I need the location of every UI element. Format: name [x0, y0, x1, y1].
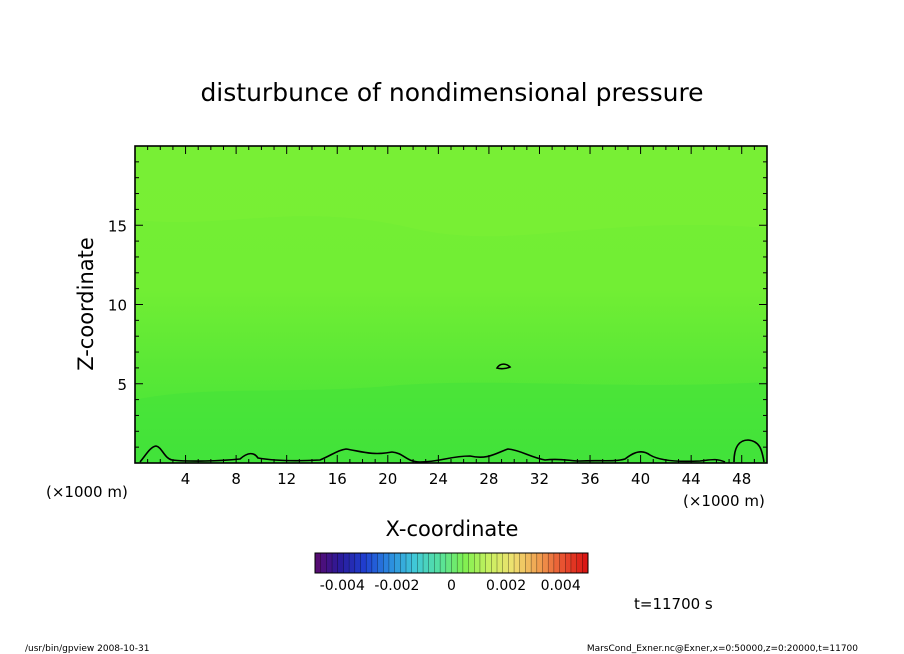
- colorbar-tick-label: -0.002: [374, 578, 419, 594]
- colorbar-cell: [320, 553, 327, 573]
- colorbar-cell: [423, 553, 430, 573]
- x-tick-label: 48: [732, 470, 751, 488]
- colorbar-cell: [360, 553, 367, 573]
- colorbar-cell: [542, 553, 549, 573]
- colorbar-cell: [394, 553, 401, 573]
- chart-title: disturbunce of nondimensional pressure: [200, 78, 703, 107]
- colorbar-cell: [457, 553, 464, 573]
- colorbar-cell: [400, 553, 407, 573]
- y-axis-ticks: 5 10 15: [108, 161, 767, 448]
- colorbar-cell: [525, 553, 532, 573]
- colorbar-cell: [548, 553, 555, 573]
- x-axis-label: X-coordinate: [386, 517, 519, 541]
- x-unit-right: (×1000 m): [683, 492, 765, 510]
- footer-right: MarsCond_Exner.nc@Exner,x=0:50000,z=0:20…: [587, 644, 858, 654]
- colorbar-cell: [508, 553, 515, 573]
- colorbar-cell: [536, 553, 543, 573]
- colorbar-cell: [519, 553, 526, 573]
- time-label: t=11700 s: [634, 595, 713, 613]
- colorbar-tick-label: 0.004: [541, 578, 581, 594]
- colorbar-cell: [337, 553, 344, 573]
- colorbar-tick-label: 0.002: [486, 578, 526, 594]
- contour-lines: [139, 363, 765, 463]
- x-tick-label: 28: [479, 470, 498, 488]
- colorbar-cell: [514, 553, 521, 573]
- colorbar-cell: [417, 553, 424, 573]
- colorbar-cell: [354, 553, 361, 573]
- heatmap-band-upper: [135, 146, 767, 237]
- colorbar-cell: [491, 553, 498, 573]
- x-tick-label: 20: [378, 470, 397, 488]
- colorbar-cell: [440, 553, 447, 573]
- heatmap-band-lower: [135, 382, 767, 463]
- y-axis-label: Z-coordinate: [74, 237, 98, 371]
- x-tick-label: 44: [682, 470, 701, 488]
- colorbar-cell: [479, 553, 486, 573]
- colorbar-cell: [332, 553, 339, 573]
- colorbar-cell: [570, 553, 577, 573]
- contour-small-loop: [495, 363, 512, 370]
- colorbar: [314, 553, 589, 573]
- y-tick-label: 10: [108, 297, 127, 315]
- contour-line-bottom: [139, 439, 765, 463]
- colorbar-tick-labels: -0.004 -0.002 0 0.002 0.004: [320, 578, 581, 594]
- x-tick-label: 40: [631, 470, 650, 488]
- x-tick-label: 8: [231, 470, 241, 488]
- colorbar-cell: [462, 553, 469, 573]
- colorbar-cell: [445, 553, 452, 573]
- x-tick-label: 12: [277, 470, 296, 488]
- x-tick-label: 24: [429, 470, 448, 488]
- colorbar-cell: [428, 553, 435, 573]
- y-tick-label: 15: [108, 217, 127, 235]
- colorbar-cell: [565, 553, 572, 573]
- colorbar-cell: [383, 553, 390, 573]
- colorbar-cell: [485, 553, 492, 573]
- colorbar-cell: [502, 553, 509, 573]
- colorbar-frame: [314, 552, 589, 574]
- colorbar-cell: [451, 553, 458, 573]
- y-tick-label: 5: [117, 376, 127, 394]
- x-tick-label: 36: [580, 470, 599, 488]
- colorbar-tick-label: -0.004: [320, 578, 365, 594]
- colorbar-cell: [411, 553, 418, 573]
- colorbar-cell: [531, 553, 538, 573]
- colorbar-cell: [576, 553, 583, 573]
- colorbar-cell: [388, 553, 395, 573]
- colorbar-cell: [349, 553, 356, 573]
- x-tick-label: 16: [328, 470, 347, 488]
- colorbar-cell: [559, 553, 566, 573]
- colorbar-tick-label: 0: [447, 578, 456, 594]
- x-unit-left: (×1000 m): [46, 483, 128, 501]
- colorbar-cell: [377, 553, 384, 573]
- colorbar-cell: [315, 553, 321, 573]
- colorbar-cell: [366, 553, 373, 573]
- colorbar-cell: [343, 553, 350, 573]
- colorbar-cell: [468, 553, 475, 573]
- x-tick-label: 4: [181, 470, 191, 488]
- colorbar-cell: [434, 553, 441, 573]
- colorbar-cell: [371, 553, 378, 573]
- x-tick-label: 32: [530, 470, 549, 488]
- colorbar-cell: [497, 553, 503, 573]
- x-axis-ticks: 4 8 12 16 20 24 28 32 36 40 44 48: [147, 146, 755, 488]
- colorbar-cell: [553, 553, 560, 573]
- colorbar-cell: [474, 553, 481, 573]
- colorbar-cell: [582, 553, 589, 573]
- footer-left: /usr/bin/gpview 2008-10-31: [25, 644, 149, 654]
- colorbar-cell: [326, 553, 333, 573]
- colorbar-cell: [406, 553, 412, 573]
